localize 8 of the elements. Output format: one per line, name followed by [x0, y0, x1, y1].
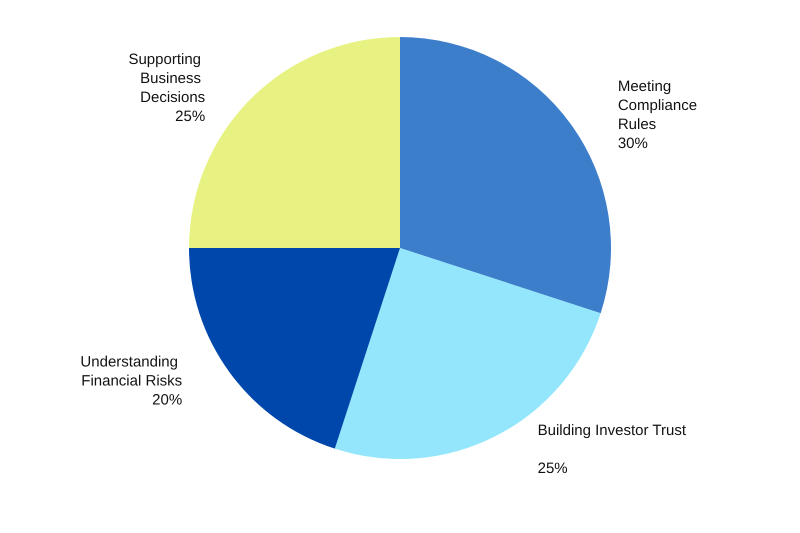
slice-label: Understanding Financial Risks	[80, 353, 182, 390]
data-label: 25%	[538, 460, 568, 477]
data-label: 20%	[152, 391, 182, 408]
slice-label: Supporting Business Decisions	[128, 51, 206, 106]
slice-label: Meeting Compliance Rules	[618, 78, 702, 134]
data-label: 30%	[618, 135, 648, 152]
slice-label: Building Investor Trust	[538, 422, 687, 439]
data-label: 25%	[175, 108, 206, 126]
